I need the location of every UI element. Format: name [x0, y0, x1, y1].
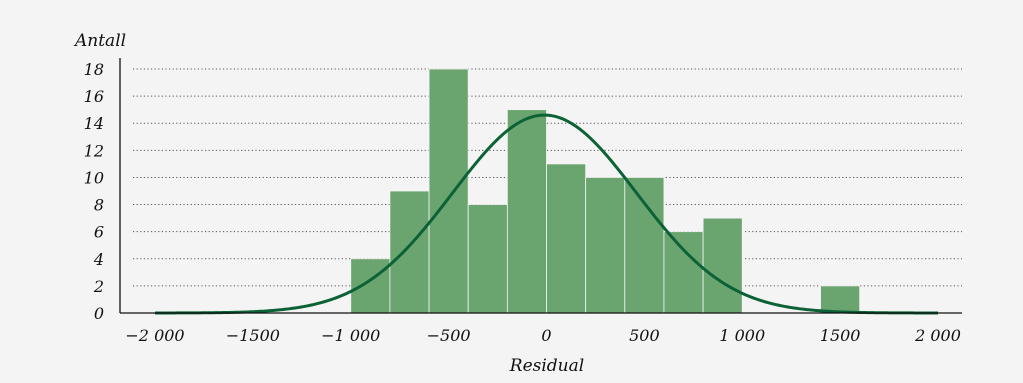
histogram-bar-5 — [547, 164, 586, 313]
histogram-bar-0 — [351, 259, 390, 313]
y-tick-label-0: 0 — [94, 304, 104, 323]
x-tick-label-1: −1500 — [226, 326, 280, 345]
histogram-bar-3 — [468, 205, 507, 313]
x-tick-label-5: 500 — [629, 326, 660, 345]
histogram-bar-6 — [586, 177, 625, 313]
x-tick-label-2: −1 000 — [321, 326, 380, 345]
y-tick-label-10: 10 — [84, 168, 104, 187]
x-tick-label-3: −500 — [427, 326, 471, 345]
x-axis-title: Residual — [509, 356, 584, 376]
y-tick-label-14: 14 — [84, 114, 104, 133]
x-tick-labels: −2 000 −1500 −1 000 −500 0 500 1 000 1500 2 000 — [125, 326, 961, 345]
x-tick-label-0: −2 000 — [125, 326, 184, 345]
x-tick-label-4: 0 — [541, 326, 551, 345]
y-tick-label-18: 18 — [84, 60, 104, 79]
x-tick-label-8: 2 000 — [914, 326, 961, 345]
y-tick-label-12: 12 — [84, 141, 104, 160]
histogram-bar-7 — [625, 177, 664, 313]
y-axis-title: Antall — [73, 31, 126, 51]
y-tick-label-16: 16 — [84, 87, 104, 106]
histogram-bar-4 — [507, 110, 546, 313]
histogram-bars — [351, 69, 860, 313]
y-tick-label-2: 2 — [93, 277, 104, 296]
histogram-bar-8 — [664, 232, 703, 313]
y-tick-label-6: 6 — [94, 223, 104, 242]
histogram-bar-10 — [821, 286, 860, 313]
y-tick-label-4: 4 — [93, 250, 104, 269]
histogram-bar-9 — [703, 218, 742, 313]
histogram-bar-1 — [390, 191, 429, 313]
histogram-bar-2 — [429, 69, 468, 313]
y-tick-label-8: 8 — [94, 196, 104, 215]
y-tick-labels: 0 2 4 6 8 10 12 14 16 18 — [84, 60, 104, 323]
x-tick-label-6: 1 000 — [719, 326, 765, 345]
x-tick-label-7: 1500 — [820, 326, 861, 345]
